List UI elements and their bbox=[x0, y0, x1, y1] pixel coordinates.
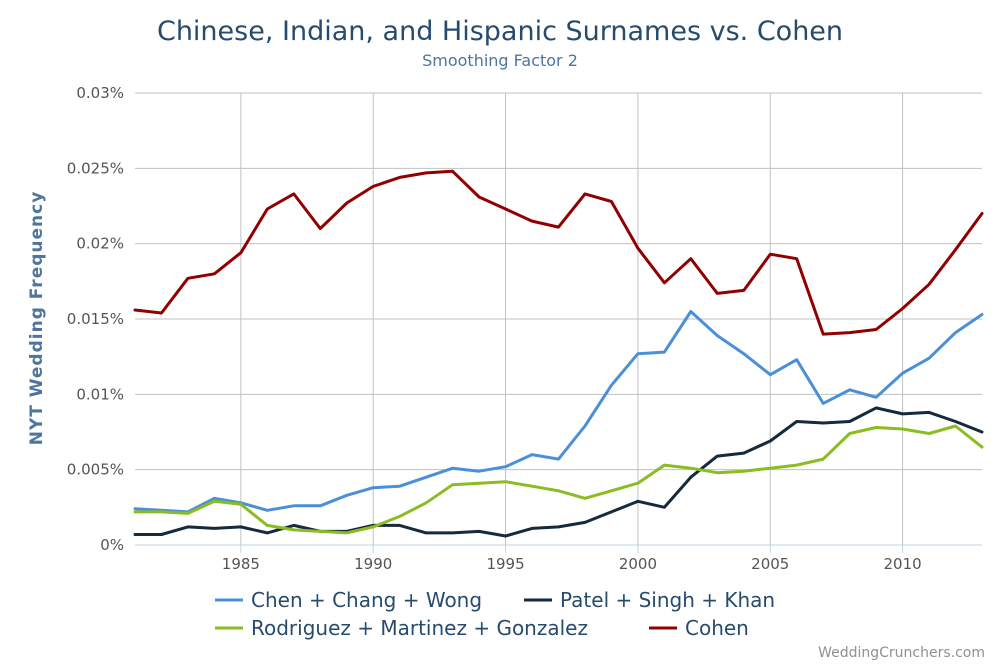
legend-item-chen-chang-wong[interactable]: Chen + Chang + Wong bbox=[215, 588, 482, 612]
y-tick-label: 0% bbox=[100, 536, 124, 554]
legend-item-cohen[interactable]: Cohen bbox=[649, 616, 749, 640]
x-tick-label: 2005 bbox=[751, 555, 789, 573]
y-tick-label: 0.015% bbox=[67, 310, 124, 328]
chart-title: Chinese, Indian, and Hispanic Surnames v… bbox=[157, 16, 843, 47]
x-tick-label: 1985 bbox=[222, 555, 260, 573]
x-tick-label: 2000 bbox=[619, 555, 657, 573]
legend-label: Cohen bbox=[685, 616, 749, 640]
legend-item-rodriguez-martinez-gonzalez[interactable]: Rodriguez + Martinez + Gonzalez bbox=[215, 616, 588, 640]
series-lines bbox=[133, 169, 984, 538]
x-tick-label: 1995 bbox=[486, 555, 524, 573]
x-axis-ticks: 1985 1990 1995 2000 2005 2010 bbox=[222, 545, 922, 573]
y-tick-label: 0.01% bbox=[76, 385, 124, 403]
x-tick-label: 2010 bbox=[884, 555, 922, 573]
y-tick-label: 0.03% bbox=[76, 84, 124, 102]
series-line-rodriguez-martinez-gonzalez bbox=[133, 424, 984, 535]
y-axis-ticks: 0% 0.005% 0.01% 0.015% 0.02% 0.025% 0.03% bbox=[67, 84, 124, 554]
series-line-cohen bbox=[133, 169, 984, 336]
legend-label: Rodriguez + Martinez + Gonzalez bbox=[251, 616, 588, 640]
legend[interactable]: Chen + Chang + Wong Patel + Singh + Khan R… bbox=[215, 588, 775, 640]
legend-label: Chen + Chang + Wong bbox=[251, 588, 482, 612]
series-line-chen-chang-wong bbox=[133, 310, 984, 514]
x-tick-label: 1990 bbox=[354, 555, 392, 573]
legend-label: Patel + Singh + Khan bbox=[560, 588, 775, 612]
y-tick-label: 0.02% bbox=[76, 235, 124, 253]
y-axis-label: NYT Wedding Frequency bbox=[27, 191, 47, 446]
y-tick-label: 0.005% bbox=[67, 461, 124, 479]
series-line-patel-singh-khan bbox=[133, 406, 984, 538]
chart-subtitle: Smoothing Factor 2 bbox=[422, 51, 578, 70]
legend-item-patel-singh-khan[interactable]: Patel + Singh + Khan bbox=[524, 588, 775, 612]
y-tick-label: 0.025% bbox=[67, 159, 124, 177]
grid bbox=[135, 92, 982, 545]
credit-text[interactable]: WeddingCrunchers.com bbox=[818, 645, 985, 661]
